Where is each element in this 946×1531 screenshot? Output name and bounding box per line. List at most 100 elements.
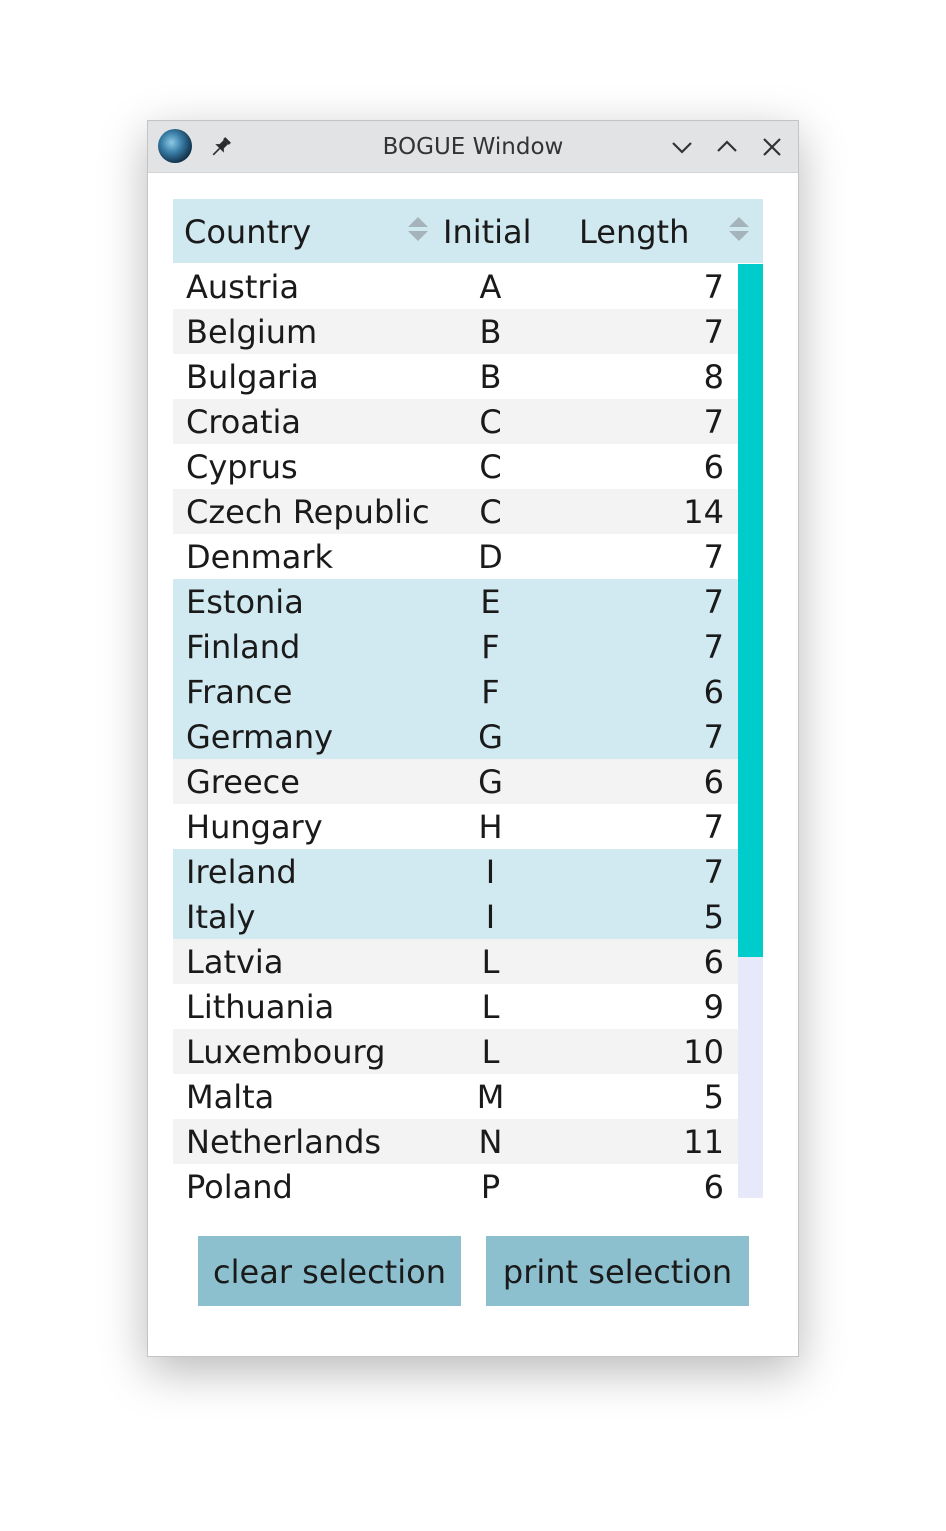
cell-country: Cyprus bbox=[186, 448, 298, 486]
table-row[interactable]: Malta M 5 bbox=[173, 1074, 738, 1119]
table-body: Austria A 7 Belgium B 7 Bulgaria B 8 Croatia C 7 Cyp… bbox=[173, 264, 738, 1209]
cell-length: 7 bbox=[703, 808, 724, 846]
table-row[interactable]: Poland P 6 bbox=[173, 1164, 738, 1209]
cell-initial: A bbox=[479, 268, 502, 306]
table-row[interactable]: Netherlands N 11 bbox=[173, 1119, 738, 1164]
table-row[interactable]: Ireland I 7 bbox=[173, 849, 738, 894]
cell-length: 5 bbox=[703, 898, 724, 936]
cell-length: 6 bbox=[703, 763, 724, 801]
cell-country: Estonia bbox=[186, 583, 304, 621]
cell-initial: I bbox=[485, 853, 496, 891]
cell-initial: C bbox=[479, 403, 502, 441]
cell-country: Denmark bbox=[186, 538, 334, 576]
table-row[interactable]: Bulgaria B 8 bbox=[173, 354, 738, 399]
cell-initial: D bbox=[478, 538, 503, 576]
cell-length: 5 bbox=[703, 1078, 724, 1116]
column-header-initial[interactable]: Initial bbox=[443, 213, 532, 251]
cell-length: 7 bbox=[703, 313, 724, 351]
table-row[interactable]: Hungary H 7 bbox=[173, 804, 738, 849]
sort-arrows-icon[interactable] bbox=[408, 215, 428, 243]
app-icon[interactable] bbox=[158, 129, 192, 163]
cell-initial: L bbox=[481, 988, 500, 1026]
table-row[interactable]: Latvia L 6 bbox=[173, 939, 738, 984]
cell-initial: B bbox=[479, 358, 502, 396]
cell-length: 9 bbox=[703, 988, 724, 1026]
cell-length: 7 bbox=[703, 718, 724, 756]
column-header-length[interactable]: Length bbox=[579, 213, 690, 251]
cell-length: 7 bbox=[703, 403, 724, 441]
table-row[interactable]: Italy I 5 bbox=[173, 894, 738, 939]
cell-country: Poland bbox=[186, 1168, 293, 1206]
cell-country: Malta bbox=[186, 1078, 275, 1116]
close-icon[interactable] bbox=[759, 134, 785, 160]
cell-length: 7 bbox=[703, 628, 724, 666]
cell-initial: F bbox=[481, 628, 500, 666]
table-row[interactable]: France F 6 bbox=[173, 669, 738, 714]
cell-country: Hungary bbox=[186, 808, 323, 846]
table-header: Country Initial Length bbox=[173, 199, 763, 263]
table-row[interactable]: Austria A 7 bbox=[173, 264, 738, 309]
scrollbar-thumb[interactable] bbox=[738, 264, 763, 957]
cell-length: 7 bbox=[703, 538, 724, 576]
cell-length: 14 bbox=[683, 493, 724, 531]
scrollbar-track[interactable] bbox=[738, 264, 763, 1198]
cell-initial: L bbox=[481, 1033, 500, 1071]
cell-country: Greece bbox=[186, 763, 300, 801]
cell-country: Belgium bbox=[186, 313, 318, 351]
cell-initial: F bbox=[481, 673, 500, 711]
cell-length: 7 bbox=[703, 853, 724, 891]
cell-country: Italy bbox=[186, 898, 256, 936]
cell-initial: C bbox=[479, 493, 502, 531]
cell-initial: N bbox=[478, 1123, 503, 1161]
column-header-country[interactable]: Country bbox=[184, 213, 312, 251]
cell-length: 8 bbox=[703, 358, 724, 396]
cell-initial: B bbox=[479, 313, 502, 351]
cell-length: 6 bbox=[703, 448, 724, 486]
cell-country: Germany bbox=[186, 718, 334, 756]
table-row[interactable]: Lithuania L 9 bbox=[173, 984, 738, 1029]
pin-icon[interactable] bbox=[208, 134, 234, 160]
print-selection-button[interactable]: print selection bbox=[486, 1236, 749, 1306]
cell-initial: L bbox=[481, 943, 500, 981]
cell-length: 7 bbox=[703, 268, 724, 306]
cell-length: 10 bbox=[683, 1033, 724, 1071]
cell-country: Austria bbox=[186, 268, 300, 306]
cell-initial: G bbox=[478, 763, 503, 801]
table-row[interactable]: Greece G 6 bbox=[173, 759, 738, 804]
sort-arrows-icon[interactable] bbox=[729, 215, 749, 243]
cell-country: Ireland bbox=[186, 853, 297, 891]
minimize-icon[interactable] bbox=[669, 134, 695, 160]
clear-selection-button[interactable]: clear selection bbox=[198, 1236, 461, 1306]
cell-country: Netherlands bbox=[186, 1123, 382, 1161]
cell-initial: I bbox=[485, 898, 496, 936]
table-row[interactable]: Germany G 7 bbox=[173, 714, 738, 759]
cell-initial: M bbox=[476, 1078, 505, 1116]
cell-length: 11 bbox=[683, 1123, 724, 1161]
table-row[interactable]: Czech Republic C 14 bbox=[173, 489, 738, 534]
table-row[interactable]: Croatia C 7 bbox=[173, 399, 738, 444]
cell-initial: G bbox=[478, 718, 503, 756]
cell-initial: P bbox=[480, 1168, 501, 1206]
cell-length: 6 bbox=[703, 1168, 724, 1206]
cell-initial: E bbox=[480, 583, 501, 621]
maximize-icon[interactable] bbox=[714, 134, 740, 160]
cell-country: Bulgaria bbox=[186, 358, 319, 396]
cell-initial: H bbox=[478, 808, 503, 846]
cell-country: Lithuania bbox=[186, 988, 335, 1026]
table-row[interactable]: Belgium B 7 bbox=[173, 309, 738, 354]
table-row[interactable]: Cyprus C 6 bbox=[173, 444, 738, 489]
cell-country: Finland bbox=[186, 628, 301, 666]
title-bar[interactable]: BOGUE Window bbox=[148, 121, 798, 173]
table-row[interactable]: Luxembourg L 10 bbox=[173, 1029, 738, 1074]
table-row[interactable]: Finland F 7 bbox=[173, 624, 738, 669]
table-row[interactable]: Estonia E 7 bbox=[173, 579, 738, 624]
cell-country: Czech Republic bbox=[186, 493, 430, 531]
cell-length: 6 bbox=[703, 673, 724, 711]
table-row[interactable]: Denmark D 7 bbox=[173, 534, 738, 579]
cell-length: 6 bbox=[703, 943, 724, 981]
cell-country: Croatia bbox=[186, 403, 302, 441]
cell-length: 7 bbox=[703, 583, 724, 621]
cell-initial: C bbox=[479, 448, 502, 486]
cell-country: Luxembourg bbox=[186, 1033, 386, 1071]
bogue-window: BOGUE Window Country Initial Length Aust… bbox=[147, 120, 799, 1357]
